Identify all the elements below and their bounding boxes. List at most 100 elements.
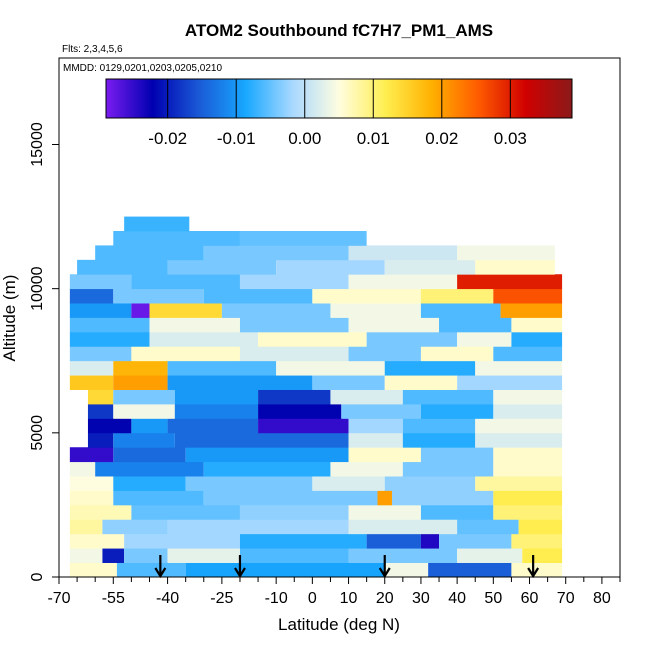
colorbar-tick-label: 0.01 — [357, 129, 390, 148]
heatmap-cell — [102, 519, 168, 535]
heatmap-cell — [420, 504, 494, 520]
heatmap-cell — [384, 476, 476, 491]
heatmap-cell — [420, 447, 494, 463]
heatmap-cell — [149, 331, 259, 347]
heatmap-cell — [348, 274, 458, 290]
heatmap-cell — [239, 274, 349, 290]
heatmap-cell — [312, 476, 385, 491]
heatmap-cell — [69, 303, 132, 318]
heatmap-cell — [95, 245, 204, 261]
y-tick-label: 0 — [29, 572, 46, 581]
heatmap-cell — [69, 346, 132, 362]
arrow-markers — [154, 555, 540, 579]
heatmap-cell — [428, 562, 512, 578]
heatmap-cell — [174, 432, 349, 448]
heatmap-cell — [457, 274, 563, 290]
heatmap-cell — [330, 389, 403, 405]
x-tick-label: 50 — [484, 590, 502, 607]
heatmap-cell — [493, 288, 563, 304]
heatmap-cell — [149, 303, 222, 318]
heatmap-cell — [203, 461, 331, 477]
heatmap-cell — [420, 533, 440, 549]
heatmap-cell — [402, 461, 494, 477]
heatmap-cell — [475, 259, 555, 275]
heatmap-cell — [95, 461, 204, 477]
heatmap-cell — [131, 504, 240, 520]
dates-note: MMDD: 0129,0201,0203,0205,0210 — [63, 63, 222, 74]
heatmap-cell — [384, 259, 476, 275]
heatmap-cell — [203, 288, 313, 304]
heatmap-cell — [131, 346, 240, 362]
heatmap-cell — [475, 432, 563, 448]
heatmap-cell — [276, 360, 385, 376]
colorbar-ramp — [105, 78, 573, 119]
heatmap-cell — [500, 303, 563, 318]
heatmap-cell — [258, 389, 331, 405]
heatmap-cell — [69, 504, 132, 520]
x-tick-label: 30 — [412, 590, 430, 607]
x-tick-label: 80 — [593, 590, 611, 607]
heatmap-cell — [113, 404, 175, 419]
x-tick-label: -10 — [265, 590, 288, 607]
colorbar-tick-label: 0.03 — [494, 129, 527, 148]
arrow-head — [378, 567, 391, 579]
heatmap-cell — [457, 548, 523, 563]
arrow-head — [154, 567, 167, 579]
heatmap-cell — [167, 519, 349, 535]
heatmap-cell — [420, 404, 494, 419]
heatmap-cell — [167, 418, 259, 434]
heatmap-cell — [167, 548, 240, 563]
heatmap-cell — [348, 447, 421, 463]
x-tick-label: 60 — [521, 590, 539, 607]
heatmap-cell — [348, 317, 440, 333]
y-axis: 0 5000 10000 15000 — [29, 122, 59, 581]
heatmap-cell — [113, 447, 186, 463]
heatmap-cell — [113, 288, 204, 304]
heatmap-cell — [174, 389, 259, 405]
heatmap-cell — [420, 303, 501, 318]
heatmap-cell — [87, 418, 132, 434]
x-axis: -70 -55 -40 -25 -10 0 10 20 30 40 50 60 70 80 — [47, 577, 621, 607]
heatmap-cell — [124, 216, 190, 232]
heatmap-cell — [439, 533, 512, 549]
heatmap-cell — [522, 548, 563, 563]
arrow-head — [527, 567, 540, 579]
heatmap-cell — [113, 490, 204, 506]
heatmap-cell — [131, 418, 168, 434]
heatmap-cell — [239, 548, 349, 563]
heatmap-cell — [439, 317, 512, 333]
heatmap-cell — [493, 461, 563, 477]
heatmap-bands — [69, 216, 563, 578]
heatmap-cell — [149, 317, 240, 333]
heatmap-cell — [239, 346, 349, 362]
x-tick-label: -55 — [102, 590, 125, 607]
heatmap-cell — [203, 245, 349, 261]
heatmap-cell — [341, 404, 421, 419]
heatmap-cell — [457, 519, 519, 535]
heatmap-cell — [113, 432, 175, 448]
heatmap-cell — [348, 504, 421, 520]
heatmap-cell — [493, 504, 563, 520]
heatmap-cell — [113, 375, 168, 390]
heatmap-cell — [493, 447, 563, 463]
heatmap-cell — [113, 231, 240, 246]
heatmap-cell — [330, 303, 421, 318]
x-tick-label: -40 — [156, 590, 179, 607]
flights-note: Flts: 2,3,4,5,6 — [62, 44, 123, 55]
x-tick-label: 0 — [308, 590, 317, 607]
heatmap-cell — [87, 404, 114, 419]
arrow-head — [234, 567, 246, 579]
heatmap-cell — [276, 259, 385, 275]
heatmap-cell — [457, 245, 555, 261]
heatmap-cell — [77, 259, 168, 275]
colorbar-tick-label: -0.02 — [148, 129, 187, 148]
heatmap-cell — [384, 360, 476, 376]
heatmap-cell — [87, 389, 114, 405]
heatmap-cell — [239, 231, 367, 246]
heatmap-cell — [69, 375, 114, 390]
y-tick-label: 5000 — [29, 415, 46, 451]
heatmap-cell — [348, 245, 458, 261]
heatmap-cell — [174, 404, 259, 419]
colorbar-tick-label: 0.00 — [288, 129, 321, 148]
heatmap-cell — [221, 303, 331, 318]
